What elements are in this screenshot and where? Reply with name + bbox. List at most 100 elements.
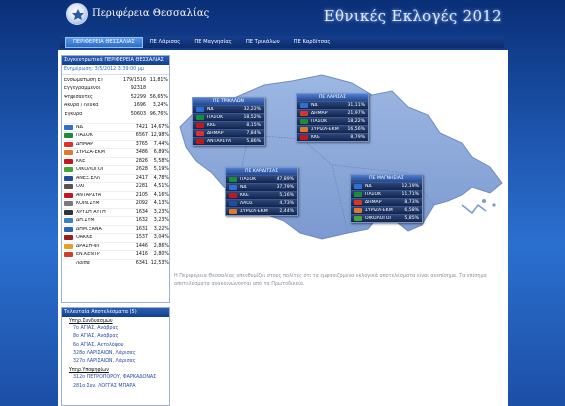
popup-title: ΠΕ ΚΑΡΔΙΤΣΑΣ bbox=[226, 168, 297, 175]
emblem-icon bbox=[72, 9, 84, 20]
popup-row: ΛΑΟΣ 4,73% bbox=[226, 199, 297, 207]
popup-row: ΝΔ 37,79% bbox=[226, 183, 297, 191]
result-link[interactable]: 327ο ΛΑΡΙΣΑΙΩΝ, Λάρισας bbox=[73, 359, 136, 365]
popup-larisa[interactable]: ΠΕ ΛΑΡΙΣΑΣ ΝΔ 31,11% ΔΗΜΑΡ 21,97% ΠΑΣΟΚ 18,22%… bbox=[296, 93, 369, 142]
popup-row: ΠΑΣΟΚ 18,22% bbox=[297, 117, 368, 125]
turnout-stats: Ενσωμάτωση ΕΤ 179/1516 11,81% Εγγεγραμμένοι… bbox=[62, 75, 169, 123]
nav-tab-larisa[interactable]: ΠΕ Λάρισας bbox=[149, 38, 181, 45]
party-logo-icon bbox=[354, 200, 362, 205]
party-logo-icon bbox=[64, 209, 73, 215]
party-logo-icon bbox=[354, 192, 362, 197]
party-row: ΣΥΡΙΖΑ-ΕΚΜ 3486 6,89% bbox=[62, 148, 169, 157]
popup-row: ΣΥΡΙΖΑ-ΕΚΜ 2,44% bbox=[226, 207, 297, 215]
region-logo[interactable] bbox=[66, 3, 88, 25]
party-logo-icon bbox=[64, 158, 73, 164]
party-logo-icon bbox=[64, 124, 73, 130]
popup-trikala[interactable]: ΠΕ ΤΡΙΚΑΛΩΝ ΝΔ 32,22% ΠΑΣΟΚ 18,52% ΚΚΕ 8,15% ΔΗ… bbox=[192, 97, 265, 146]
nav-tab-karditsa[interactable]: ΠΕ Καρδίτσας bbox=[293, 38, 331, 45]
popup-row: ΣΥΡΙΖΑ-ΕΚΜ 16,56% bbox=[297, 125, 368, 133]
latest-results-list: Υπηρ.Συνδυασμών 7ο ΑΓΙΑΣ, Ανάβρας 8ο ΑΓΙΑΣ… bbox=[62, 317, 169, 391]
party-row: ΟΙΚΟΛΟΓΟΙ 2628 5,19% bbox=[62, 165, 169, 174]
thessaly-map[interactable] bbox=[172, 55, 508, 265]
party-row: ΧΡΥΣΗ ΑΥΓΗ 1634 3,23% bbox=[62, 207, 169, 217]
party-logo-icon bbox=[64, 252, 73, 258]
page-title: Εθνικές Εκλογές 2012 bbox=[323, 7, 502, 25]
popup-row: ΔΗΜΑΡ 7,84% bbox=[193, 129, 264, 137]
party-logo-icon bbox=[354, 208, 362, 213]
result-link[interactable]: 281ο Συν. ΛΟΓΓΑΣ ΜΠΑΡΑ bbox=[73, 383, 136, 389]
stat-row: Έγκυρα 50603 96,76% bbox=[64, 111, 168, 117]
party-row: ΔΗΜΑΡ 3765 7,44% bbox=[62, 139, 169, 149]
result-link[interactable]: 312ο ΠΕΤΡΟΠΟΡΟΥ, ΦΑΡΚΑΔΟΝΑΣ bbox=[73, 375, 157, 381]
disclaimer-text: Η Περιφέρεια Θεσσαλίας υπενθυμίζει στους… bbox=[174, 273, 487, 287]
stat-row: Ενσωμάτωση ΕΤ 179/1516 11,81% bbox=[64, 77, 168, 83]
popup-row: ΠΑΣΟΚ 18,52% bbox=[193, 113, 264, 121]
party-logo-icon bbox=[64, 226, 73, 232]
popup-title: ΠΕ ΤΡΙΚΑΛΩΝ bbox=[193, 98, 264, 105]
main-nav: ΠΕΡΙΦΕΡΕΙΑ ΘΕΣΣΑΛΙΑΣ ΠΕ Λάρισας ΠΕ Μαγνη… bbox=[60, 36, 504, 48]
party-logo-icon bbox=[64, 141, 73, 147]
party-row: ΟΑΚΚΕ 1537 3,04% bbox=[62, 233, 169, 242]
popup-karditsa[interactable]: ΠΕ ΚΑΡΔΙΤΣΑΣ ΠΑΣΟΚ 47,89% ΝΔ 37,79% ΚΚΕ 5,16% Λ… bbox=[225, 167, 298, 216]
party-logo-icon bbox=[229, 193, 237, 198]
party-row: ΚΚΕ 2826 5,58% bbox=[62, 156, 169, 166]
party-logo-icon bbox=[354, 216, 362, 221]
party-logo-icon bbox=[64, 235, 73, 241]
summary-box: Συγκεντρωτικά ΠΕΡΙΦΕΡΕΙΑ ΘΕΣΣΑΛΙΑΣ Ενημέ… bbox=[61, 55, 170, 303]
popup-row: ΝΔ 32,22% bbox=[193, 105, 264, 113]
page-header: Περιφέρεια Θεσσαλίας Εθνικές Εκλογές 201… bbox=[0, 0, 565, 30]
stat-row: Εγγεγραμμένοι 92318 bbox=[64, 86, 146, 92]
result-link[interactable]: 8ο ΑΓΙΑΣ, Ανάβρας bbox=[73, 334, 119, 340]
party-results: ΝΔ 7421 14,67% ΠΑΣΟΚ 6567 12,98% ΔΗΜΑΡ 3765 7,44… bbox=[62, 122, 169, 259]
results-group-heading: Υπηρ.Συνδυασμών bbox=[69, 319, 113, 324]
nav-tab-magnisia[interactable]: ΠΕ Μαγνησίας bbox=[194, 38, 232, 45]
party-logo-icon bbox=[229, 185, 237, 190]
party-logo-icon bbox=[196, 115, 204, 120]
popup-row: ΣΥΡΙΖΑ-ΕΚΜ 6,58% bbox=[351, 206, 422, 214]
party-row: ΑΝΕΞ.ΕΛΛ 2417 4,78% bbox=[62, 173, 169, 183]
latest-results-box: Τελευταία Αποτελέσματα (5) Υπηρ.Συνδυασμ… bbox=[61, 307, 170, 406]
result-link[interactable]: 6ο ΑΓΙΑΣ, Αετολόφου bbox=[73, 342, 124, 348]
party-logo-icon bbox=[300, 103, 308, 108]
party-row: ΠΑΣΟΚ 6567 12,98% bbox=[62, 131, 169, 140]
party-logo-icon bbox=[229, 201, 237, 206]
party-row: ΔΗΜ.ΞΑΝΑ 1631 3,22% bbox=[62, 224, 169, 234]
popup-row: ΝΔ 31,11% bbox=[297, 101, 368, 109]
summary-title: Συγκεντρωτικά ΠΕΡΙΦΕΡΕΙΑ ΘΕΣΣΑΛΙΑΣ bbox=[62, 56, 169, 65]
popup-row: ΟΙΚΟΛΟΓΟΙ 5,85% bbox=[351, 214, 422, 222]
popup-row: ΔΗΜΑΡ 21,97% bbox=[297, 109, 368, 117]
party-logo-icon bbox=[64, 150, 73, 156]
result-link[interactable]: 328ο ΛΑΡΙΣΑΙΩΝ, Λάρισας bbox=[73, 350, 136, 356]
popup-magnisia[interactable]: ΠΕ ΜΑΓΝΗΣΙΑΣ ΝΔ 12,19% ΠΑΣΟΚ 11,71% ΔΗΜΑΡ 8,73… bbox=[350, 174, 423, 223]
party-logo-icon bbox=[229, 209, 237, 214]
party-logo-icon bbox=[300, 119, 308, 124]
party-logo-icon bbox=[64, 167, 73, 173]
party-logo-icon bbox=[300, 127, 308, 132]
result-link[interactable]: 7ο ΑΓΙΑΣ, Ανάβρας bbox=[73, 326, 119, 331]
map-shape bbox=[179, 74, 503, 240]
party-logo-icon bbox=[300, 111, 308, 116]
nav-tab-trikala[interactable]: ΠΕ Τρικάλων bbox=[245, 38, 280, 45]
party-logo-icon bbox=[196, 139, 204, 144]
stat-row: Ψηφίσαντες 52299 56,65% bbox=[64, 94, 168, 100]
brand-name: Περιφέρεια Θεσσαλίας bbox=[92, 8, 210, 19]
party-logo-icon bbox=[196, 131, 204, 136]
popup-title: ΠΕ ΜΑΓΝΗΣΙΑΣ bbox=[351, 175, 422, 182]
update-timestamp: Ενημέρωση: 3/5/2012 3:39:00 μμ bbox=[62, 65, 169, 75]
results-group-heading: Υπηρ.Υποψηφίων bbox=[69, 368, 109, 374]
nav-tab-region[interactable]: ΠΕΡΙΦΕΡΕΙΑ ΘΕΣΣΑΛΙΑΣ bbox=[65, 36, 143, 48]
party-logo-icon bbox=[64, 133, 73, 139]
popup-row: ΝΔ 12,19% bbox=[351, 182, 422, 190]
popup-row: ΠΑΣΟΚ 47,89% bbox=[226, 175, 297, 183]
party-row-remaining: Λοιπά 6341 12,53% bbox=[62, 258, 169, 268]
party-logo-icon bbox=[354, 184, 362, 189]
party-logo-icon bbox=[64, 192, 73, 198]
party-row: ΔΡΑΣΗ-ΦΙ 1446 2,86% bbox=[62, 241, 169, 251]
party-logo-icon bbox=[64, 218, 73, 224]
party-logo-icon bbox=[229, 177, 237, 182]
popup-row: ΠΑΣΟΚ 11,71% bbox=[351, 190, 422, 198]
popup-title: ΠΕ ΛΑΡΙΣΑΣ bbox=[297, 94, 368, 101]
party-row: ΟΧΙ 2281 4,51% bbox=[62, 182, 169, 191]
stat-row: Άκυρα / Λευκά 1696 3,24% bbox=[64, 103, 168, 109]
popup-row: ΚΚΕ 8,79% bbox=[297, 133, 368, 141]
